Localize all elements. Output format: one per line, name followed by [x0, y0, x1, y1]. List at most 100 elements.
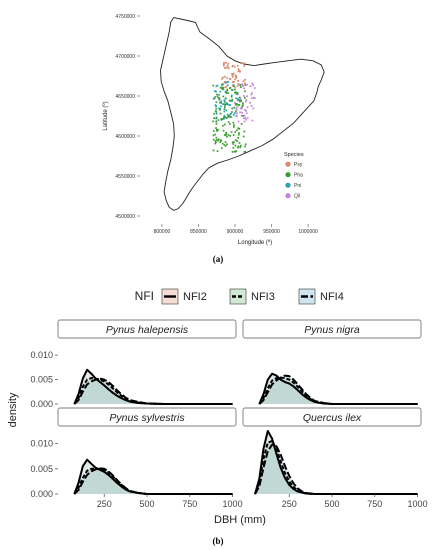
- y-tick-label: 0.000: [30, 489, 53, 499]
- density-line-nfi4: [258, 374, 418, 405]
- point-pni: [224, 116, 227, 118]
- point-qil: [243, 114, 246, 117]
- point-psy: [235, 75, 237, 77]
- point-pha: [213, 117, 215, 120]
- legend-label-nfi4: NFI4: [320, 291, 344, 303]
- point-pni: [215, 112, 218, 115]
- point-psy: [238, 69, 240, 71]
- point-pni: [223, 118, 225, 120]
- point-qil: [246, 95, 248, 98]
- point-pha: [234, 88, 236, 91]
- point-pni: [218, 107, 220, 110]
- point-pha: [214, 142, 217, 145]
- point-psy: [241, 62, 244, 65]
- point-qil: [236, 93, 239, 96]
- legend-swatch-psy: [285, 161, 291, 167]
- point-qil: [249, 101, 251, 104]
- point-psy: [231, 74, 234, 77]
- point-pha: [224, 141, 227, 143]
- point-psy: [227, 67, 230, 70]
- point-pha: [222, 86, 224, 89]
- point-pha: [221, 147, 223, 149]
- point-pha: [225, 132, 228, 135]
- point-pni: [225, 102, 228, 104]
- point-pha: [216, 93, 218, 96]
- density-area-nfi4: [259, 375, 418, 404]
- point-qil: [252, 84, 254, 87]
- point-qil: [245, 100, 247, 103]
- point-qil: [243, 120, 246, 123]
- point-pni: [225, 109, 228, 112]
- point-pha: [234, 144, 237, 147]
- point-pha: [212, 130, 215, 132]
- point-pha: [244, 145, 246, 148]
- point-pha: [221, 87, 223, 90]
- point-pha: [214, 133, 216, 136]
- point-qil: [236, 115, 238, 118]
- point-qil: [250, 105, 253, 107]
- point-qil: [246, 117, 249, 119]
- point-pni: [218, 93, 220, 96]
- x-tick-label: 250: [282, 499, 297, 509]
- facet-title: Quercus ilex: [303, 412, 362, 424]
- point-pha: [221, 142, 224, 145]
- point-qil: [242, 84, 244, 87]
- point-psy: [232, 72, 235, 75]
- point-pha: [226, 89, 229, 92]
- point-pha: [218, 97, 221, 100]
- density-line-nfi4: [73, 467, 233, 495]
- facet-strip: [242, 319, 422, 339]
- point-pha: [212, 134, 215, 137]
- point-pha: [232, 121, 235, 124]
- point-pha: [212, 84, 215, 87]
- point-psy: [236, 85, 239, 87]
- point-pni: [220, 100, 223, 103]
- x-tick-label: 800000: [154, 229, 171, 235]
- point-psy: [234, 78, 236, 81]
- point-pha: [220, 102, 222, 104]
- point-psy: [243, 65, 246, 67]
- point-pha: [225, 134, 227, 136]
- point-psy: [244, 78, 246, 81]
- point-pni: [216, 84, 219, 87]
- x-tick-label: 750: [367, 499, 382, 509]
- point-pha: [244, 90, 246, 93]
- point-qil: [245, 99, 248, 101]
- point-pha: [242, 115, 244, 117]
- legend-swatch-pha: [285, 172, 291, 178]
- point-qil: [236, 109, 238, 111]
- point-pha: [225, 131, 228, 134]
- x-axis-label: Longitude (º): [238, 239, 272, 246]
- point-pni: [229, 104, 232, 106]
- x-tick-label: 750: [182, 499, 197, 509]
- point-psy: [224, 75, 226, 78]
- point-pha: [218, 101, 221, 104]
- point-pni: [232, 84, 235, 86]
- point-pha: [225, 117, 228, 119]
- point-pha: [244, 84, 247, 86]
- legend-label-psy: Psy: [294, 162, 303, 168]
- point-psy: [232, 64, 234, 67]
- y-tick-label: 0.010: [30, 350, 53, 360]
- point-pni: [219, 107, 221, 110]
- point-pha: [220, 139, 222, 142]
- point-psy: [223, 63, 225, 66]
- point-psy: [234, 86, 237, 89]
- region-outline: [160, 17, 325, 211]
- point-pha: [235, 150, 238, 152]
- point-pha: [238, 96, 241, 99]
- point-qil: [244, 108, 246, 111]
- point-pha: [215, 111, 218, 113]
- point-pha: [222, 95, 225, 98]
- point-pha: [242, 104, 244, 106]
- x-tick-label: 500: [324, 499, 339, 509]
- y-tick-label: 4650000: [116, 94, 136, 100]
- point-pha: [231, 98, 234, 101]
- point-psy: [243, 62, 246, 65]
- point-pha: [234, 131, 237, 133]
- point-pha: [214, 110, 217, 112]
- point-qil: [253, 97, 256, 100]
- legend-title: Species: [284, 152, 304, 158]
- point-pha: [238, 104, 241, 106]
- point-pha: [222, 124, 224, 127]
